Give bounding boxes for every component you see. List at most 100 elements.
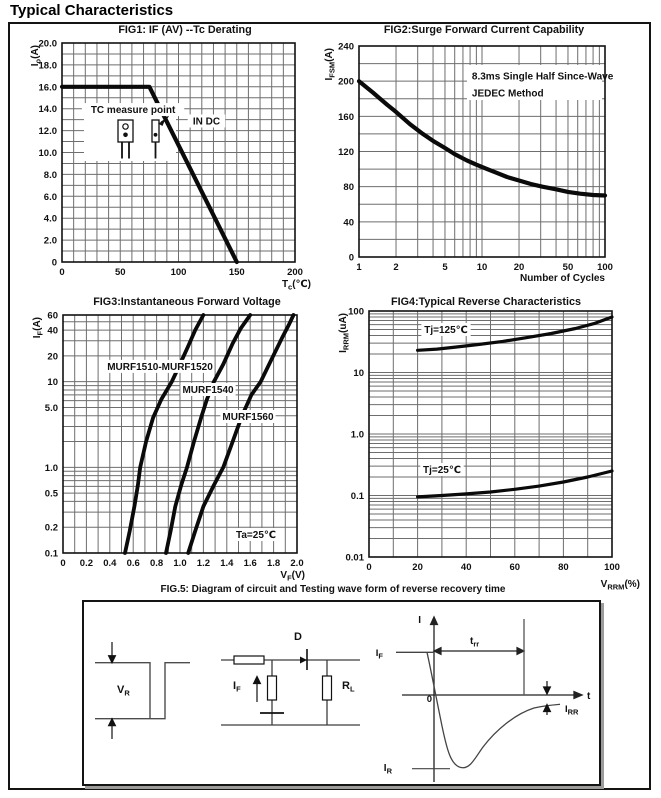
- y-tick-label: 8.0: [44, 170, 57, 181]
- x-tick-label: 1.6: [244, 558, 257, 569]
- y-axis-label: IF(A): [32, 317, 45, 338]
- annotation-bg: [220, 410, 276, 424]
- annotation-box: [466, 64, 603, 101]
- x-tick-label: 0: [60, 558, 65, 569]
- if-current-arrow: [252, 675, 262, 702]
- y-axis-label: IFSM(A): [324, 48, 337, 81]
- x-tick-label: 2: [393, 262, 398, 273]
- y-tick-label: 2.0: [44, 236, 57, 247]
- y-tick-label: 14.0: [39, 104, 58, 115]
- y-tick-label: 10.0: [39, 148, 58, 159]
- y-tick-label: 160: [338, 112, 354, 123]
- series-surge-current: [356, 79, 608, 198]
- y-tick-label: 40: [343, 217, 354, 228]
- trr-label: trr: [470, 636, 479, 649]
- x-tick-label: 0.4: [103, 558, 117, 569]
- y-tick-label: 0.2: [45, 523, 58, 534]
- y-tick-label: 6.0: [44, 192, 57, 203]
- y-tick-label: 0.5: [45, 489, 59, 500]
- x-tick-label: 10: [477, 262, 488, 273]
- y-tick-label: 0.1: [45, 549, 59, 560]
- annotation-bg: [81, 103, 185, 117]
- annotation-label: Ta=25℃: [236, 530, 276, 541]
- x-tick-label: 200: [287, 267, 303, 278]
- x-tick-label: 20: [514, 262, 525, 273]
- y-tick-label: 20.0: [39, 39, 58, 50]
- time-axis-label: t: [587, 691, 591, 702]
- content-border: [8, 22, 651, 790]
- if-source-label: IF: [233, 680, 241, 694]
- series-resistor: [233, 655, 265, 665]
- grid-lines: [62, 314, 298, 554]
- series-murf1540: [164, 313, 253, 555]
- test-circuit-wires: [221, 659, 360, 726]
- irr-label: IRR: [565, 704, 579, 717]
- annotation-bg: [421, 322, 471, 336]
- annotation-bg: [180, 382, 236, 396]
- x-axis-label: VF(V): [280, 570, 305, 583]
- x-tick-label: 1.8: [267, 558, 280, 569]
- fig1-title: FIG1: IF (AV) --Tc Derating: [118, 24, 252, 36]
- series-tj-25c: [415, 469, 614, 499]
- y-tick-label: 80: [343, 182, 354, 193]
- fig4-reverse-chart: Tj=125℃ Tj=25℃ 0 20 40 60 80 100 100 10 1.0 0.1 0.01…: [338, 307, 640, 592]
- vr-amplitude-arrows: [107, 642, 117, 739]
- fig5-caption: FIG.5: Diagram of circuit and Testing wa…: [160, 584, 506, 595]
- y-tick-label: 20: [47, 351, 58, 362]
- y-tick-label: 1.0: [351, 430, 364, 441]
- y-tick-label: 120: [338, 147, 354, 158]
- x-tick-label: 1: [356, 262, 362, 273]
- x-tick-label: 100: [604, 562, 620, 573]
- y-tick-label: 100: [348, 307, 364, 318]
- y-tick-label: 0.1: [351, 491, 365, 502]
- annotation-label: IN DC: [193, 116, 220, 127]
- y-tick-label: 0: [52, 258, 57, 269]
- page-title: Typical Characteristics: [10, 2, 174, 19]
- grid-lines: [368, 310, 613, 558]
- x-tick-label: 0.6: [127, 558, 140, 569]
- fig3-forward-voltage-chart: MURF1510-MURF1520 MURF1540 MURF1560 Ta=25℃ 0…: [32, 311, 305, 583]
- x-axis-label: Tc(℃): [282, 279, 311, 292]
- x-tick-label: 20: [412, 562, 423, 573]
- x-tick-label: 50: [115, 267, 126, 278]
- plot-border: [368, 310, 613, 558]
- fig5-diagram: VR IF D RL I t: [82, 600, 601, 786]
- annotation-label: MURF1540: [182, 385, 234, 396]
- fig3-title: FIG3:Instantaneous Forward Voltage: [93, 296, 281, 308]
- x-axis-label: VRRM(%): [601, 579, 640, 592]
- y-tick-label: 4.0: [44, 214, 57, 225]
- y-tick-label: 16.0: [39, 82, 58, 93]
- y-tick-label: 0.01: [346, 553, 365, 564]
- diode-triangle: [300, 656, 307, 664]
- y-tick-label: 1.0: [45, 463, 58, 474]
- y-tick-label: 5.0: [45, 403, 58, 414]
- annotation-bg: [187, 114, 226, 128]
- x-tick-label: 0.8: [150, 558, 163, 569]
- y-tick-label: 200: [338, 77, 354, 88]
- load-resistor: [321, 675, 333, 701]
- diode-label: D: [294, 631, 302, 643]
- annotation-bg: [105, 359, 215, 373]
- x-tick-label: 0.2: [80, 558, 93, 569]
- series-tj-125c: [415, 315, 614, 352]
- x-tick-label: 0: [366, 562, 371, 573]
- y-tick-label: 240: [338, 42, 354, 53]
- x-tick-label: 0: [59, 267, 64, 278]
- annotation-label: 8.3ms Single Half Since-Wave: [472, 71, 614, 82]
- y-tick-label: 40: [47, 326, 58, 337]
- fig2-title: FIG2:Surge Forward Current Capability: [383, 24, 585, 36]
- plot-border: [358, 45, 606, 258]
- y-tick-label: 10: [353, 368, 364, 379]
- origin-label: 0: [427, 694, 432, 705]
- annotation-bg: [420, 462, 464, 476]
- annotation-label: TC measure point: [91, 105, 176, 116]
- annotation-label: Tj=25℃: [423, 465, 461, 476]
- y-tick-label: 0: [349, 253, 354, 264]
- plot-border: [62, 314, 298, 554]
- annotation-label: MURF1560: [222, 412, 274, 423]
- y-tick-label: 60: [47, 311, 58, 322]
- vr-label: VR: [117, 684, 130, 698]
- annotation-label: Tj=125℃: [424, 325, 468, 336]
- x-tick-label: 150: [229, 267, 245, 278]
